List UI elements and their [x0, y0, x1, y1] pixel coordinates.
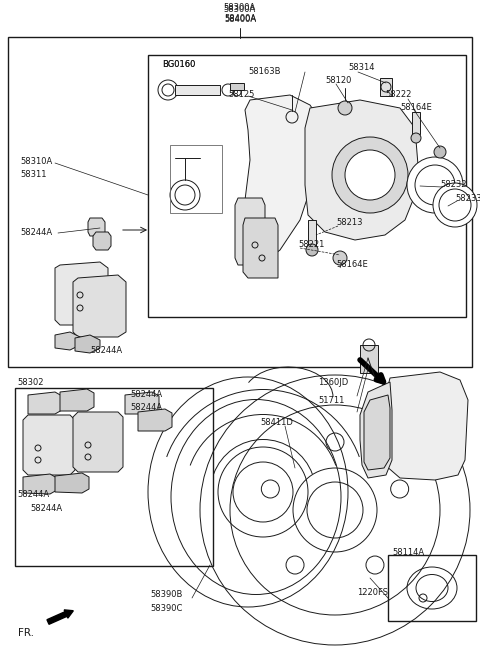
Polygon shape [125, 392, 159, 414]
Text: 58400A: 58400A [224, 15, 256, 24]
Polygon shape [28, 392, 62, 414]
Text: 58120: 58120 [325, 76, 351, 85]
Text: 58164E: 58164E [400, 103, 432, 112]
Polygon shape [88, 218, 105, 236]
Text: BG0160: BG0160 [162, 60, 195, 69]
Text: 1360JD: 1360JD [318, 378, 348, 387]
Text: 58163B: 58163B [248, 67, 280, 76]
Polygon shape [382, 372, 468, 480]
Text: 58244A: 58244A [30, 504, 62, 513]
FancyArrow shape [47, 610, 73, 624]
Text: 58164E: 58164E [336, 260, 368, 269]
Text: 58114A: 58114A [392, 548, 424, 557]
Text: 1220FS: 1220FS [357, 588, 388, 597]
Bar [360, 345, 378, 373]
Text: 58244A: 58244A [17, 490, 49, 499]
Text: 58125: 58125 [228, 90, 254, 99]
Text: 58300A: 58300A [224, 3, 256, 12]
Polygon shape [235, 198, 265, 265]
Bar [308, 220, 316, 248]
Circle shape [433, 183, 477, 227]
Polygon shape [364, 395, 390, 470]
Text: 58244A: 58244A [20, 228, 52, 237]
Text: BG0160: BG0160 [162, 60, 195, 69]
Bar [380, 78, 392, 96]
Polygon shape [240, 95, 320, 265]
Bar [388, 555, 476, 621]
Bar [170, 145, 222, 213]
Polygon shape [93, 232, 111, 250]
Polygon shape [23, 415, 75, 475]
Circle shape [434, 146, 446, 158]
Circle shape [333, 251, 347, 265]
Text: 58300A: 58300A [224, 5, 256, 14]
Polygon shape [55, 332, 80, 350]
Text: 58390B: 58390B [150, 590, 182, 599]
Text: 58233: 58233 [455, 194, 480, 203]
Text: 58310A: 58310A [20, 157, 52, 166]
Text: 58314: 58314 [348, 63, 374, 72]
Circle shape [407, 157, 463, 213]
Polygon shape [305, 100, 418, 240]
Polygon shape [73, 275, 126, 337]
Text: 58411D: 58411D [260, 418, 293, 427]
Text: 58213: 58213 [336, 218, 362, 227]
Circle shape [338, 101, 352, 115]
Text: 58244A: 58244A [90, 346, 122, 355]
Bar [230, 83, 244, 90]
Bar [175, 85, 220, 95]
Text: 58244A: 58244A [130, 403, 162, 412]
Text: 51711: 51711 [318, 396, 344, 405]
Polygon shape [23, 474, 57, 494]
Text: 58244A: 58244A [130, 390, 162, 399]
Text: 58390C: 58390C [150, 604, 182, 613]
Circle shape [306, 244, 318, 256]
Text: 58222: 58222 [385, 90, 411, 99]
Polygon shape [55, 262, 108, 325]
Bar [412, 112, 420, 134]
Circle shape [345, 150, 395, 200]
Polygon shape [73, 412, 123, 472]
Text: 58302: 58302 [17, 378, 44, 387]
Bar [15, 388, 213, 566]
Text: FR.: FR. [18, 628, 34, 638]
Circle shape [411, 133, 421, 143]
Polygon shape [243, 218, 278, 278]
Bar [8, 37, 472, 367]
Polygon shape [138, 409, 172, 431]
Text: 58232: 58232 [440, 180, 467, 189]
Circle shape [332, 137, 408, 213]
Polygon shape [75, 335, 100, 353]
Text: 58311: 58311 [20, 170, 47, 179]
Polygon shape [55, 473, 89, 493]
Text: 58221: 58221 [298, 240, 324, 249]
Bar [148, 55, 466, 317]
Polygon shape [360, 382, 392, 478]
Polygon shape [60, 389, 94, 411]
Text: 58400A: 58400A [224, 14, 256, 23]
